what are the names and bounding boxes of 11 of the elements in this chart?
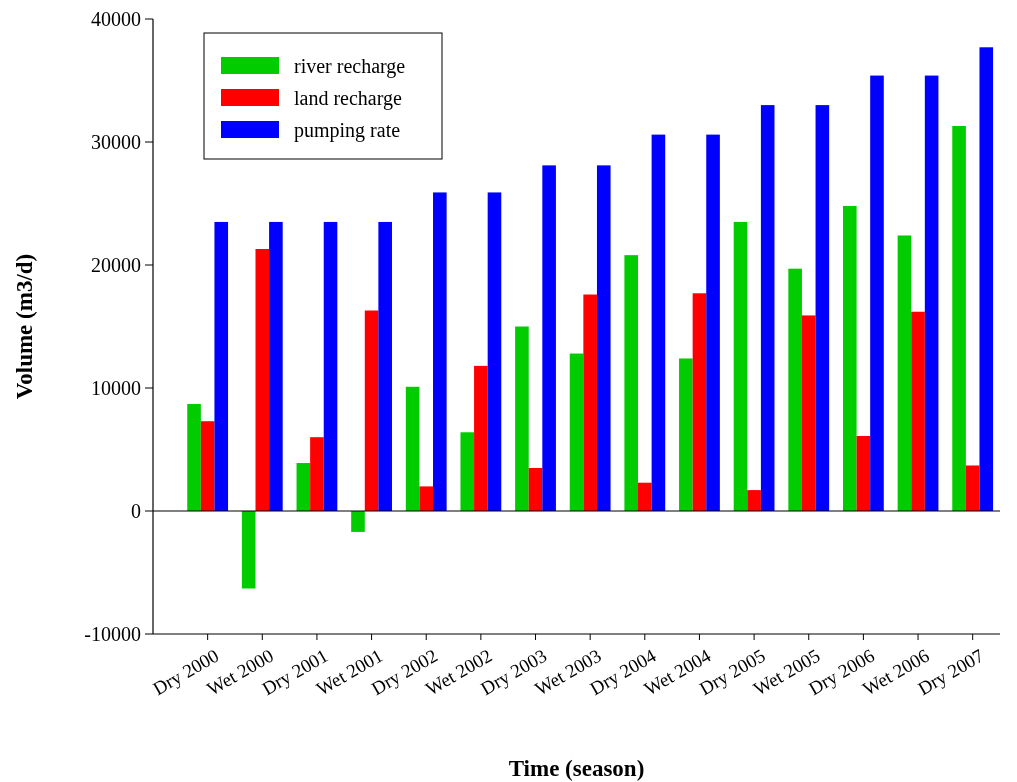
y-tick-label: 30000 [91,131,141,153]
legend-label: land recharge [294,87,403,110]
y-tick-label: 10000 [91,377,141,399]
y-axis-title: Volume (m3/d) [12,253,37,400]
y-tick-label: -10000 [84,623,141,645]
y-tick-label: 0 [131,500,141,522]
y-tick-label: 20000 [91,254,141,276]
y-tick-label: 40000 [91,8,141,30]
x-axis-title: Time (season) [508,756,645,781]
legend-label: river recharge [294,55,406,78]
legend-label: pumping rate [294,119,401,142]
